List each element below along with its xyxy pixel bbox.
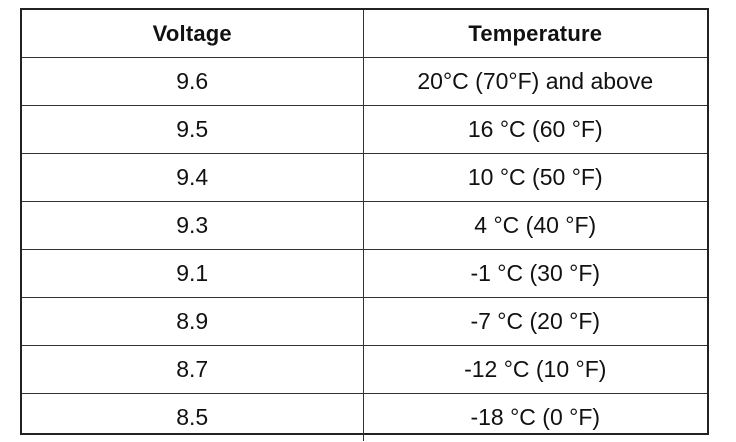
- voltage-cell: 9.1: [22, 249, 364, 298]
- temperature-cell: 4 °C (40 °F): [362, 201, 707, 250]
- temperature-cell: -7 °C (20 °F): [362, 297, 707, 346]
- table-row: 8.9 -7 °C (20 °F): [22, 297, 707, 346]
- table-row: 8.5 -18 °C (0 °F): [22, 393, 707, 441]
- table-row: 9.3 4 °C (40 °F): [22, 201, 707, 250]
- table-row: 9.6 20°C (70°F) and above: [22, 57, 707, 106]
- temperature-cell: -12 °C (10 °F): [362, 345, 707, 394]
- temperature-cell: -18 °C (0 °F): [362, 393, 707, 441]
- voltage-cell: 8.9: [22, 297, 364, 346]
- table-row: 9.1 -1 °C (30 °F): [22, 249, 707, 298]
- voltage-cell: 8.5: [22, 393, 364, 441]
- voltage-cell: 9.3: [22, 201, 364, 250]
- voltage-temperature-table-container: Voltage Temperature 9.6 20°C (70°F) and …: [20, 8, 709, 441]
- temperature-cell: -1 °C (30 °F): [362, 249, 707, 298]
- voltage-cell: 9.5: [22, 105, 364, 154]
- table-row: 8.7 -12 °C (10 °F): [22, 345, 707, 394]
- temperature-column-header: Temperature: [362, 10, 707, 58]
- temperature-cell: 20°C (70°F) and above: [362, 57, 707, 106]
- voltage-cell: 8.7: [22, 345, 364, 394]
- table-row: 9.4 10 °C (50 °F): [22, 153, 707, 202]
- voltage-cell: 9.6: [22, 57, 364, 106]
- voltage-cell: 9.4: [22, 153, 364, 202]
- table-header-row: Voltage Temperature: [22, 10, 707, 58]
- voltage-column-header: Voltage: [22, 10, 364, 58]
- temperature-cell: 10 °C (50 °F): [362, 153, 707, 202]
- voltage-temperature-table: Voltage Temperature 9.6 20°C (70°F) and …: [22, 10, 707, 441]
- table-row: 9.5 16 °C (60 °F): [22, 105, 707, 154]
- temperature-cell: 16 °C (60 °F): [362, 105, 707, 154]
